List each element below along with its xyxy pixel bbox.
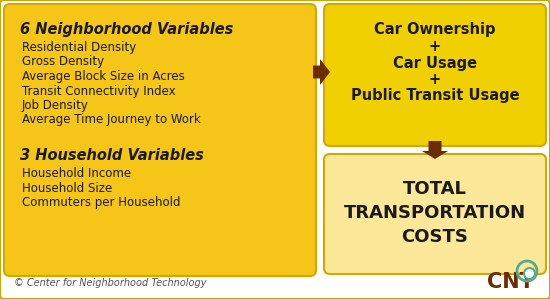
- Text: Car Usage: Car Usage: [393, 56, 477, 71]
- Text: Household Size: Household Size: [22, 181, 112, 195]
- Text: © Center for Neighborhood Technology: © Center for Neighborhood Technology: [14, 278, 206, 288]
- Text: Gross Density: Gross Density: [22, 56, 104, 68]
- Circle shape: [524, 268, 535, 279]
- Text: 3 Household Variables: 3 Household Variables: [20, 148, 204, 163]
- Text: Household Income: Household Income: [22, 167, 131, 180]
- Polygon shape: [422, 141, 448, 159]
- FancyBboxPatch shape: [324, 154, 546, 274]
- Text: Car Ownership: Car Ownership: [374, 22, 496, 37]
- Text: +: +: [429, 72, 441, 87]
- Text: Residential Density: Residential Density: [22, 41, 136, 54]
- Text: 6 Neighborhood Variables: 6 Neighborhood Variables: [20, 22, 233, 37]
- Text: TOTAL
TRANSPORTATION
COSTS: TOTAL TRANSPORTATION COSTS: [344, 180, 526, 245]
- Text: CNT: CNT: [487, 272, 534, 292]
- Polygon shape: [313, 59, 330, 85]
- FancyBboxPatch shape: [324, 4, 546, 146]
- Text: Public Transit Usage: Public Transit Usage: [351, 88, 519, 103]
- Text: Average Block Size in Acres: Average Block Size in Acres: [22, 70, 185, 83]
- Text: Transit Connectivity Index: Transit Connectivity Index: [22, 85, 175, 97]
- Text: Commuters per Household: Commuters per Household: [22, 196, 180, 209]
- Text: Job Density: Job Density: [22, 99, 89, 112]
- Text: Average Time Journey to Work: Average Time Journey to Work: [22, 114, 201, 126]
- FancyBboxPatch shape: [4, 4, 316, 276]
- Text: +: +: [429, 39, 441, 54]
